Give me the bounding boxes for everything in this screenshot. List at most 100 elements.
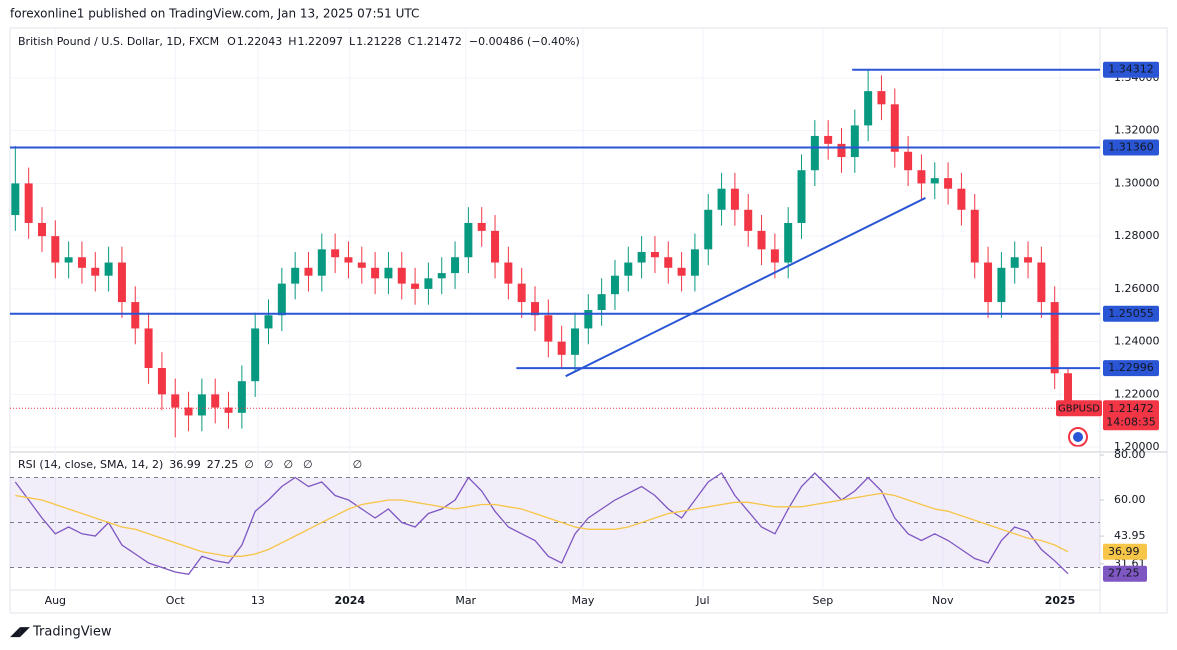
candle-body (864, 91, 873, 126)
x-tick-label: Nov (932, 594, 954, 607)
candle-body (664, 257, 673, 268)
y-tick-label: 1.22000 (1114, 387, 1160, 400)
x-tick-label: Sep (812, 594, 833, 607)
footer-logo: ◢◤ (10, 625, 30, 640)
candle-body (491, 230, 500, 263)
candle-body (1064, 373, 1073, 409)
legend-value: 1.22097 (298, 35, 344, 48)
candle-body (197, 394, 206, 416)
candle-body (91, 267, 100, 276)
candle-body (77, 257, 86, 268)
candle-body (131, 302, 140, 329)
candle-body (171, 394, 180, 408)
last-price-box (1103, 400, 1159, 431)
legend-icon: ∅ (244, 458, 254, 471)
x-tick-label: Jul (695, 594, 709, 607)
candle-body (1024, 257, 1033, 263)
candle-body (144, 328, 153, 368)
candle-body (810, 135, 819, 171)
candle-body (117, 262, 126, 303)
candle-body (650, 251, 659, 258)
candle-body (597, 294, 606, 310)
y-tick-label: 1.28000 (1114, 229, 1160, 242)
legend-value: 27.25 (207, 458, 239, 471)
rsi-line (14, 472, 1069, 576)
candle-body (451, 257, 460, 274)
candle-body (64, 257, 73, 263)
legend-icon: ∅ (264, 458, 274, 471)
candle-body (570, 328, 579, 355)
last-value-label: 27.25 (1108, 567, 1140, 580)
x-tick-label: 2024 (334, 594, 365, 607)
candle-body (51, 236, 60, 263)
candle-body (424, 278, 433, 289)
candle-body (411, 283, 420, 289)
legend-icon: ∅ (303, 458, 313, 471)
last-price-label: 1.21472 (1108, 402, 1154, 415)
level-label: 1.25055 (1108, 307, 1154, 320)
candle-body (544, 315, 553, 342)
candle-body (677, 267, 686, 276)
candle-body (464, 222, 473, 258)
legend-icon: ∅ (283, 458, 293, 471)
candle-body (331, 249, 340, 258)
footer-brand: TradingView (32, 625, 112, 640)
candle-body (757, 230, 766, 250)
candle-body (371, 267, 380, 279)
y-tick-label: 80.00 (1114, 448, 1146, 461)
y-tick-label: 1.30000 (1114, 176, 1160, 189)
last-value-box (1103, 543, 1147, 560)
candle-body (317, 249, 326, 276)
candle-body (104, 262, 113, 276)
trend-line (565, 197, 926, 378)
x-tick-label: May (572, 594, 595, 607)
candle-body (917, 170, 926, 184)
candle-body (904, 151, 913, 171)
candle-body (730, 188, 739, 210)
candle-body (784, 222, 793, 263)
candle-body (517, 283, 526, 303)
candle-body (357, 262, 366, 268)
legend-icon: ∅ (353, 458, 363, 471)
candle-body (637, 251, 646, 263)
candle-body (384, 267, 393, 279)
legend-value: 36.99 (169, 458, 201, 471)
last-value-label: 36.99 (1108, 545, 1140, 558)
candle-body (344, 257, 353, 263)
candle-body (397, 267, 406, 284)
y-tick-label: 1.24000 (1114, 335, 1160, 348)
candle-body (237, 381, 246, 413)
flag-icon-inner (1073, 432, 1083, 442)
candle-body (944, 178, 953, 189)
candle-body (984, 262, 993, 303)
candle-body (877, 91, 886, 105)
candle-body (890, 104, 899, 152)
candle-body (557, 341, 566, 355)
candle-body (437, 273, 446, 279)
candle-body (504, 262, 513, 284)
level-label-box (1103, 305, 1159, 322)
candle-body (37, 222, 46, 237)
y-tick-label: 1.26000 (1114, 282, 1160, 295)
candle-body (584, 309, 593, 329)
chart-frame (9, 27, 1168, 614)
candle-body (291, 267, 300, 284)
symbol-box (1056, 400, 1102, 417)
candle-body (704, 209, 713, 250)
legend-value: 1.22043 (237, 35, 283, 48)
candle-body (24, 183, 33, 223)
candle-body (477, 222, 486, 231)
x-tick-label: Aug (45, 594, 66, 607)
level-label: 1.22996 (1108, 361, 1154, 374)
legend-value: 1.21472 (416, 35, 462, 48)
candle-body (744, 209, 753, 231)
candle-body (224, 407, 233, 413)
level-label: 1.34312 (1108, 63, 1154, 76)
x-tick-label: 13 (251, 594, 265, 607)
candle-body (531, 302, 540, 316)
legend-key: H (288, 35, 296, 48)
level-label-box (1103, 61, 1159, 78)
rsi-line (15, 492, 1069, 557)
candle-body (251, 328, 260, 382)
